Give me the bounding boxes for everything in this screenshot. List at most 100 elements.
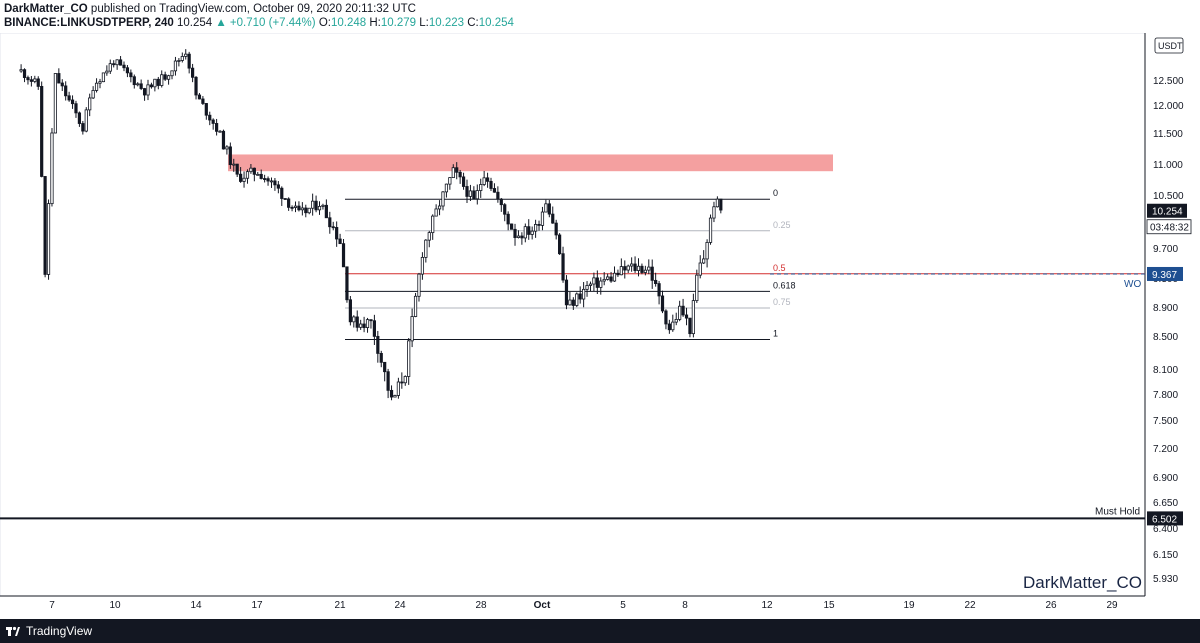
candle-body — [321, 204, 325, 207]
candle-body — [712, 206, 716, 219]
candle-body — [359, 323, 363, 328]
candle-body — [22, 69, 27, 78]
candle-body — [660, 295, 665, 312]
candle-body — [523, 226, 527, 239]
publish-date: published on TradingView.com, October 09… — [87, 3, 416, 15]
candle-body — [527, 226, 531, 235]
candle-body — [19, 69, 23, 72]
candle-body — [520, 235, 524, 239]
candle-body — [287, 198, 291, 208]
candle-body — [537, 224, 541, 226]
countdown-label: 03:48:32 — [1150, 223, 1189, 234]
price-axis-tick: 6.150 — [1153, 550, 1178, 561]
must-hold-price-box — [1147, 511, 1183, 526]
price-change: ▲ +0.710 (+7.44%) — [215, 17, 316, 29]
candle-body — [300, 207, 304, 211]
candle-body — [211, 119, 215, 124]
tradingview-brand[interactable]: TradingView — [26, 624, 93, 638]
candle-body — [671, 321, 675, 331]
plot-area[interactable] — [0, 33, 1146, 597]
candle-body — [575, 293, 579, 306]
low-value: 10.223 — [428, 17, 465, 29]
candle-body — [667, 323, 671, 331]
close-value: 10.254 — [478, 17, 514, 29]
candle-body — [314, 200, 318, 211]
footer-bar: TradingView — [0, 619, 1200, 643]
candle-body — [424, 239, 428, 258]
price-axis-tick: 11.500 — [1153, 129, 1183, 140]
candle-body — [324, 204, 328, 219]
candle-body — [46, 203, 51, 275]
candle-body — [280, 187, 284, 199]
candle-body — [136, 83, 140, 86]
currency-box[interactable] — [1154, 37, 1184, 54]
price-axis-tick: 8.900 — [1153, 303, 1178, 314]
last-price-box — [1147, 203, 1187, 218]
candle-body — [715, 198, 719, 208]
candle-body — [475, 190, 479, 200]
candle-body — [612, 272, 617, 282]
price-axis-tick: 12.000 — [1153, 101, 1184, 112]
candle-body — [60, 82, 64, 87]
candle-body — [70, 99, 75, 105]
time-axis-tick: 19 — [903, 600, 915, 611]
open-value: 10.248 — [330, 17, 367, 29]
candle-body — [448, 177, 452, 185]
candle-body — [112, 63, 116, 66]
candle-body — [719, 198, 723, 211]
candle-body — [551, 213, 555, 224]
candle-body — [317, 205, 322, 211]
candle-body — [489, 180, 493, 189]
time-axis-tick: 14 — [190, 600, 202, 611]
candle-body — [407, 340, 411, 377]
time-axis-tick: 21 — [334, 600, 346, 611]
candle-body — [503, 204, 507, 215]
tradingview-logo-icon[interactable] — [6, 624, 20, 638]
candle-body — [242, 177, 246, 182]
candle-body — [496, 191, 500, 200]
high-value: 10.279 — [380, 17, 417, 29]
candle-body — [705, 242, 709, 260]
candle-body — [558, 234, 562, 255]
candle-body — [190, 67, 195, 78]
candle-body — [585, 285, 589, 290]
candle-body — [146, 84, 150, 96]
candle-body — [194, 76, 198, 96]
candle-body — [643, 269, 647, 273]
candle-body — [345, 266, 349, 301]
symbol-name[interactable]: BINANCE:LINKUSDTPERP, 240 — [4, 17, 174, 29]
candle-body — [256, 173, 260, 176]
candle-body — [630, 263, 634, 267]
candle-body — [513, 228, 517, 238]
fib-level-label: 0.618 — [773, 280, 796, 290]
open-label: O: — [318, 17, 331, 29]
candle-body — [485, 177, 490, 182]
candle-body — [26, 77, 30, 81]
candle-body — [684, 314, 689, 319]
author-name[interactable]: DarkMatter_CO — [4, 3, 88, 15]
candle-body — [180, 56, 184, 61]
candle-body — [578, 293, 582, 300]
candle-body — [166, 75, 171, 80]
candle-body — [534, 224, 538, 232]
price-axis-tick: 6.650 — [1153, 498, 1178, 509]
candle-body — [304, 207, 308, 214]
price-axis-tick: 7.500 — [1153, 416, 1178, 427]
candle-body — [33, 78, 37, 82]
candle-body — [372, 320, 376, 337]
candle-body — [616, 272, 620, 276]
candle-body — [582, 288, 586, 300]
candle-body — [290, 206, 294, 209]
resistance-zone[interactable] — [228, 154, 833, 172]
candle-body — [269, 180, 274, 183]
price-chart[interactable]: 0 0.25 0.5 0.618 0.75 1 WO Must Hold 12.500 12.00… — [0, 33, 1200, 619]
candle-body — [177, 60, 181, 62]
candle-body — [636, 265, 641, 271]
candle-body — [434, 208, 438, 217]
must-hold-price-label: 6.502 — [1152, 514, 1177, 525]
candle-body — [149, 84, 154, 88]
candle-body — [94, 82, 99, 91]
candle-body — [609, 276, 613, 282]
candle-body — [698, 262, 702, 276]
candle-body — [81, 123, 85, 132]
